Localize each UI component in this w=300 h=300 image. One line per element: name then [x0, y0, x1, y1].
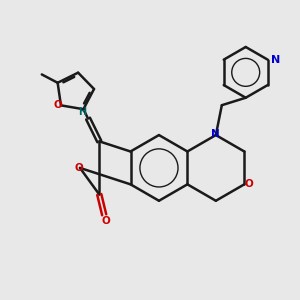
Text: O: O [54, 100, 62, 110]
Text: O: O [244, 179, 253, 189]
Text: H: H [78, 107, 86, 117]
Text: N: N [212, 129, 220, 139]
Text: O: O [101, 216, 110, 226]
Text: O: O [74, 163, 83, 173]
Text: N: N [271, 55, 280, 65]
